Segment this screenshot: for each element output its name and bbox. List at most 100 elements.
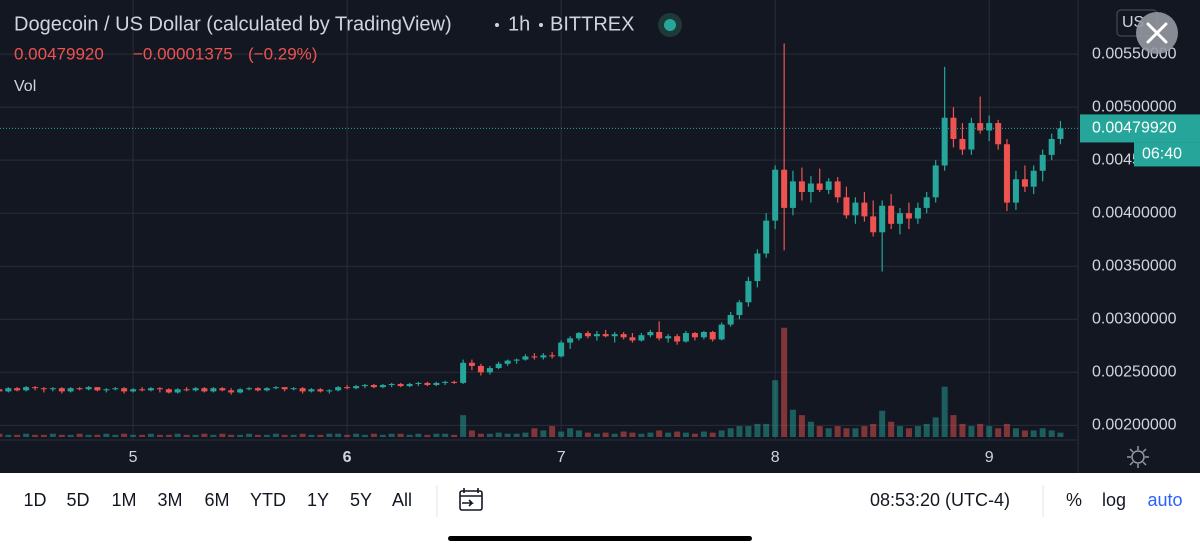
candle-body [549, 355, 556, 357]
volume-bar [843, 428, 850, 437]
volume-bar [584, 432, 591, 437]
volume-bar [40, 434, 47, 437]
candle-body [798, 181, 805, 192]
countdown-tag [1134, 142, 1200, 167]
volume-bar [861, 426, 868, 437]
candle-body [1030, 170, 1037, 187]
candle-body [130, 389, 137, 392]
candle-body [406, 383, 413, 387]
candle-body [629, 337, 636, 341]
candle-body [94, 387, 101, 391]
candle-body [914, 207, 921, 219]
volume-bar [736, 426, 743, 437]
volume-bar [130, 434, 137, 437]
volume-bar [290, 434, 297, 437]
candle-body [522, 356, 529, 360]
range-button[interactable]: YTD [250, 490, 286, 510]
volume-bar [950, 415, 957, 437]
volume-bar [727, 428, 734, 437]
volume-bar [665, 432, 672, 437]
x-tick-label: 6 [343, 449, 352, 466]
volume-bar [674, 431, 681, 437]
candle-body [1021, 179, 1028, 187]
candle-body [174, 389, 181, 393]
close-icon[interactable] [1146, 22, 1168, 44]
volume-bar [308, 434, 315, 437]
volume-bar [888, 421, 895, 437]
volume-bar [228, 434, 235, 437]
volume-bar [397, 433, 404, 437]
candle-body [353, 386, 360, 389]
candle-body [5, 388, 12, 392]
candle-body [932, 165, 939, 198]
candle-body [23, 387, 30, 391]
candle-body [861, 202, 868, 217]
candle-body [32, 387, 39, 389]
candle-body [1039, 154, 1046, 171]
axes: 5 6 7 8 9 0.00200000 0.00250000 0.00300000 0.003… [0, 45, 1200, 466]
volume-bar [763, 423, 770, 437]
scale-option[interactable]: log [1102, 490, 1126, 510]
candle-body [745, 281, 752, 303]
range-button[interactable]: 3M [157, 490, 182, 510]
scale-option[interactable]: % [1066, 490, 1082, 510]
candle-body [754, 253, 761, 282]
range-button[interactable]: 6M [204, 490, 229, 510]
settings-icon[interactable] [1127, 446, 1149, 468]
range-button[interactable]: 1M [111, 490, 136, 510]
volume-bar [781, 327, 788, 437]
volume-bar [852, 428, 859, 437]
volume-bar [879, 410, 886, 437]
candle-body [317, 389, 324, 392]
candle-body [246, 388, 253, 390]
candle-body [361, 385, 368, 387]
compare-icon[interactable] [459, 488, 483, 511]
volume-bar [1030, 430, 1037, 437]
volume-bar [870, 423, 877, 437]
volume-bar [567, 428, 574, 437]
volume-bar [647, 432, 654, 437]
x-tick-label: 7 [557, 449, 566, 466]
volume-bar [254, 434, 261, 437]
grid [0, 0, 1078, 440]
candle-body [486, 368, 493, 373]
volume-bar [156, 434, 163, 437]
volume-bar [932, 417, 939, 437]
candle-body [183, 389, 190, 391]
range-button[interactable]: 1D [23, 490, 46, 510]
volume-bar [575, 430, 582, 437]
candle-body [14, 388, 21, 391]
candle-body [567, 338, 574, 343]
volume-bar [23, 433, 30, 437]
volume-bar [914, 426, 921, 437]
range-button[interactable]: 5D [66, 490, 89, 510]
x-tick-label: 8 [771, 449, 780, 466]
candle-body [254, 388, 261, 391]
last-price-tag-label: 0.00479920 [1092, 120, 1177, 137]
candle-body [905, 213, 912, 219]
range-button[interactable]: 5Y [350, 490, 372, 510]
volume-bar [32, 434, 39, 437]
y-tick-label: 0.00400000 [1092, 204, 1177, 221]
candle-body [959, 138, 966, 150]
range-button[interactable]: All [392, 490, 412, 510]
candle-body [388, 383, 395, 386]
volume-bar [406, 434, 413, 437]
separator-dot [539, 23, 543, 27]
chart-background [0, 0, 1200, 473]
candle-body [647, 331, 654, 336]
candle-body [977, 123, 984, 131]
volume-bar [772, 380, 779, 437]
candle-body [76, 388, 83, 390]
scale-option[interactable]: auto [1147, 490, 1182, 510]
candle-body [326, 390, 333, 392]
candle-body [968, 123, 975, 150]
range-button[interactable]: 1Y [307, 490, 329, 510]
candle-body [513, 359, 520, 361]
candle-body [575, 333, 582, 339]
candle-body [656, 331, 663, 339]
candle-body [139, 389, 146, 391]
candle-body [816, 183, 823, 190]
candle-body [674, 336, 681, 342]
last-price-tag [1080, 114, 1200, 143]
